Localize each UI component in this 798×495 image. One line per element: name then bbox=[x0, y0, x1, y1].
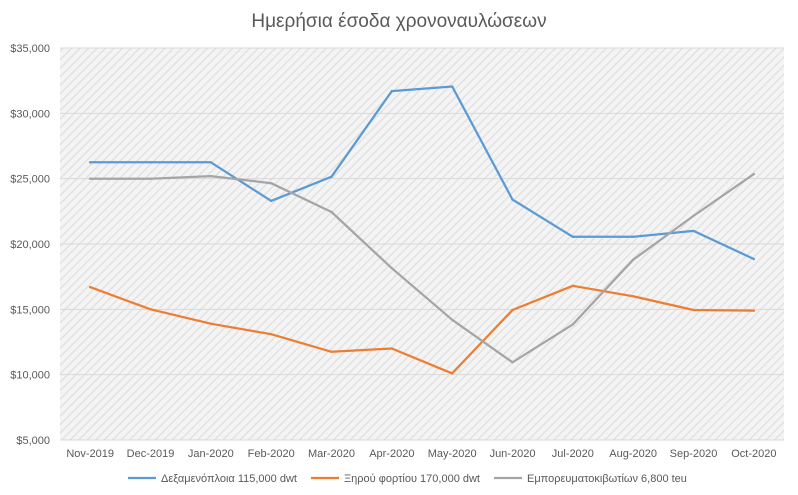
y-tick-label: $30,000 bbox=[10, 108, 50, 120]
data-point bbox=[88, 161, 92, 164]
data-point bbox=[571, 323, 575, 326]
legend: Δεξαμενόπλοια 115,000 dwt Ξηρού φορτίου 1… bbox=[128, 473, 687, 485]
y-tick-label: $25,000 bbox=[10, 174, 50, 186]
series-lines bbox=[88, 85, 756, 375]
data-point bbox=[571, 284, 575, 288]
data-point bbox=[330, 175, 333, 178]
x-tick-label: Jan-2020 bbox=[188, 448, 234, 460]
data-point bbox=[631, 295, 635, 298]
x-tick-label: Oct-2020 bbox=[731, 448, 776, 460]
y-tick-label: $35,000 bbox=[10, 43, 50, 55]
data-point bbox=[511, 198, 514, 201]
data-point bbox=[752, 257, 756, 261]
data-point bbox=[692, 214, 695, 218]
series-line-2 bbox=[89, 284, 755, 375]
legend-label: Ξηρού φορτίου 170,000 dwt bbox=[344, 473, 480, 485]
x-tick-label: Nov-2019 bbox=[66, 448, 114, 460]
data-point bbox=[269, 332, 273, 336]
data-point bbox=[269, 199, 273, 203]
x-tick-label: Feb-2020 bbox=[248, 448, 295, 460]
data-point bbox=[209, 322, 213, 325]
data-point bbox=[149, 177, 152, 180]
legend-label: Δεξαμενόπλοια 115,000 dwt bbox=[161, 473, 297, 485]
data-point bbox=[149, 308, 152, 311]
x-tick-label: Mar-2020 bbox=[308, 448, 355, 460]
chart-title: Ημερήσια έσοδα χρονοναυλώσεων bbox=[251, 11, 546, 32]
data-point bbox=[330, 210, 333, 214]
data-point bbox=[450, 318, 454, 321]
x-tick-label: Aug-2020 bbox=[609, 448, 657, 460]
series-line-3 bbox=[89, 172, 755, 364]
data-point bbox=[752, 309, 756, 312]
data-point bbox=[390, 347, 394, 350]
data-point bbox=[511, 308, 514, 312]
data-point bbox=[752, 172, 756, 176]
series-line-1 bbox=[89, 85, 755, 261]
x-tick-label: Apr-2020 bbox=[369, 448, 414, 460]
data-point bbox=[269, 182, 273, 185]
data-point bbox=[390, 266, 394, 270]
x-tick-label: Jun-2020 bbox=[490, 448, 536, 460]
gridlines bbox=[60, 47, 784, 441]
legend-label: Εμπορευματοκιβωτίων 6,800 teu bbox=[527, 473, 687, 485]
data-point bbox=[511, 361, 514, 364]
data-point bbox=[330, 350, 333, 353]
data-point bbox=[88, 177, 92, 180]
y-tick-label: $20,000 bbox=[10, 239, 50, 251]
y-tick-label: $5,000 bbox=[16, 435, 50, 447]
x-tick-label: Jul-2020 bbox=[552, 448, 594, 460]
data-point bbox=[571, 235, 575, 239]
data-point bbox=[209, 161, 213, 164]
data-point bbox=[692, 308, 695, 312]
y-tick-label: $15,000 bbox=[10, 304, 50, 316]
data-point bbox=[631, 258, 635, 261]
x-tick-label: Sep-2020 bbox=[670, 448, 718, 460]
data-point bbox=[209, 174, 213, 178]
data-point bbox=[390, 89, 394, 93]
x-tick-label: Dec-2019 bbox=[127, 448, 175, 460]
data-point bbox=[450, 372, 454, 375]
y-axis: $5,000 $10,000 $15,000 $20,000 $25,000 $30,00… bbox=[10, 43, 50, 447]
x-axis: Nov-2019 Dec-2019 Jan-2020 Feb-2020 Mar-2020… bbox=[66, 448, 776, 460]
y-tick-label: $10,000 bbox=[10, 370, 50, 382]
data-point bbox=[450, 85, 454, 88]
data-point bbox=[149, 161, 152, 164]
x-tick-label: May-2020 bbox=[428, 448, 477, 460]
data-point bbox=[631, 235, 635, 239]
data-point bbox=[692, 229, 695, 233]
data-point bbox=[88, 285, 92, 289]
